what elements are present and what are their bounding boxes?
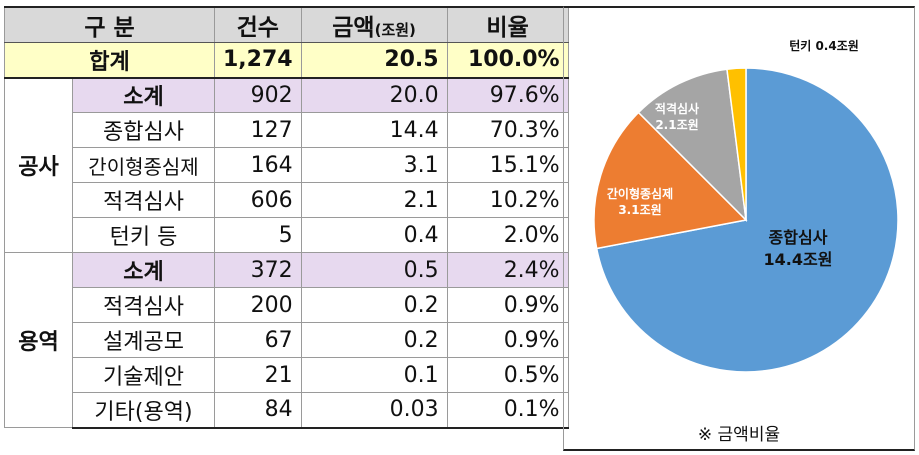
table-row: 설계공모 67 0.2 0.9% xyxy=(5,322,569,358)
group-label-construction: 공사 xyxy=(4,77,73,253)
row-amount: 0.5 xyxy=(300,252,448,288)
row-count: 21 xyxy=(214,357,302,393)
header-count: 건수 xyxy=(214,6,302,43)
total-label: 합계 xyxy=(4,42,215,79)
header-row: 구 분 건수 금액(조원) 비율 xyxy=(4,6,569,43)
row-ratio: 10.2% xyxy=(446,182,569,218)
total-count: 1,274 xyxy=(214,42,302,79)
row-label: 소계 xyxy=(72,252,215,288)
row-label: 기술제안 xyxy=(72,357,215,393)
row-count: 164 xyxy=(214,147,302,183)
row-count: 372 xyxy=(214,252,302,288)
row-label: 기타(용역) xyxy=(72,392,215,429)
row-label: 적격심사 xyxy=(72,182,215,218)
table-row: 적격심사 606 2.1 10.2% xyxy=(5,182,569,218)
row-amount: 0.1 xyxy=(300,357,448,393)
row-label: 간이형종심제 xyxy=(72,147,215,183)
row-count: 902 xyxy=(214,77,302,113)
slice-label: 턴키 0.4조원 xyxy=(789,38,859,53)
table-row: 간이형종심제 164 3.1 15.1% xyxy=(5,147,569,183)
row-label: 소계 xyxy=(72,77,215,113)
slice-label: 종합심사 14.4조원 xyxy=(764,228,833,269)
row-amount: 2.1 xyxy=(300,182,448,218)
row-amount: 14.4 xyxy=(300,112,448,148)
row-ratio: 70.3% xyxy=(446,112,569,148)
header-amount: 금액(조원) xyxy=(300,6,448,43)
row-count: 200 xyxy=(214,287,302,323)
table-row: 종합심사 127 14.4 70.3% xyxy=(5,112,569,148)
row-ratio: 15.1% xyxy=(446,147,569,183)
row-amount: 0.2 xyxy=(300,322,448,358)
total-ratio: 100.0% xyxy=(446,42,569,79)
table-row: 적격심사 200 0.2 0.9% xyxy=(5,287,569,323)
row-count: 67 xyxy=(214,322,302,358)
row-amount: 20.0 xyxy=(300,77,448,113)
row-label: 종합심사 xyxy=(72,112,215,148)
row-label: 설계공모 xyxy=(72,322,215,358)
statistics-table: 구 분 건수 금액(조원) 비율 합계 1,274 20.5 100.0% 공사… xyxy=(4,6,569,429)
row-amount: 0.2 xyxy=(300,287,448,323)
header-amount-unit: (조원) xyxy=(374,21,416,39)
chart-note: ※ 금액비율 xyxy=(697,425,781,445)
row-ratio: 2.4% xyxy=(446,252,569,288)
row-count: 5 xyxy=(214,217,302,253)
total-row: 합계 1,274 20.5 100.0% xyxy=(4,42,569,79)
header-category: 구 분 xyxy=(4,6,215,43)
table-row: 공사 소계 902 20.0 97.6% xyxy=(4,77,569,253)
table-row: 기타(용역) 84 0.03 0.1% xyxy=(5,392,569,429)
pie-slice xyxy=(637,68,748,223)
row-ratio: 0.9% xyxy=(446,287,569,323)
row-ratio: 0.5% xyxy=(446,357,569,393)
pie-chart: 종합심사 14.4조원 간이형종심제 3.1조원 적격심사 2.1조원 턴키 0.4조원 xyxy=(593,38,899,373)
row-label: 적격심사 xyxy=(72,287,215,323)
row-ratio: 0.1% xyxy=(446,392,569,429)
slice-label: 적격심사 2.1조원 xyxy=(655,101,699,132)
row-ratio: 97.6% xyxy=(446,77,569,113)
row-count: 127 xyxy=(214,112,302,148)
row-amount: 0.03 xyxy=(300,392,448,429)
slice-label: 간이형종심제 3.1조원 xyxy=(607,186,673,217)
row-label: 턴키 등 xyxy=(72,217,215,253)
pie-slice xyxy=(593,111,748,250)
row-amount: 0.4 xyxy=(300,217,448,253)
table-row: 턴키 등 5 0.4 2.0% xyxy=(5,217,569,253)
row-amount: 3.1 xyxy=(300,147,448,183)
row-ratio: 0.9% xyxy=(446,322,569,358)
pie-slice xyxy=(595,67,899,373)
table-row: 기술제안 21 0.1 0.5% xyxy=(5,357,569,393)
header-ratio: 비율 xyxy=(446,6,569,43)
row-count: 84 xyxy=(214,392,302,429)
row-ratio: 2.0% xyxy=(446,217,569,253)
group-label-service: 용역 xyxy=(4,252,73,428)
header-amount-label: 금액 xyxy=(332,15,375,41)
table-row: 용역 소계 372 0.5 2.4% xyxy=(4,252,569,428)
pie-slice xyxy=(726,67,747,221)
pie-chart-panel: 종합심사 14.4조원 간이형종심제 3.1조원 적격심사 2.1조원 턴키 0.4조원 ※… xyxy=(563,6,915,451)
row-count: 606 xyxy=(214,182,302,218)
total-amount: 20.5 xyxy=(300,42,448,79)
